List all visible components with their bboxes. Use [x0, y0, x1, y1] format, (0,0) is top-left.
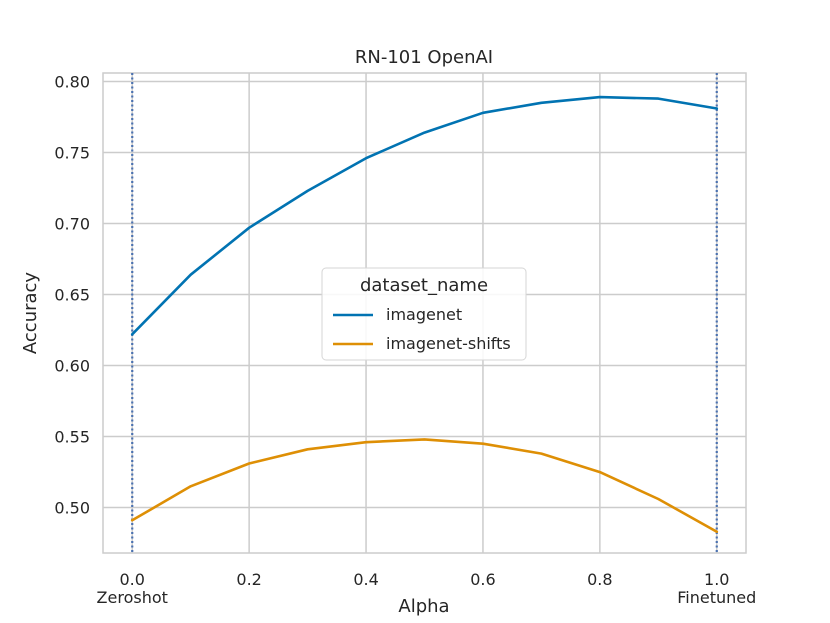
x-tick-labels: 0.0 0.2 0.4 0.6 0.8 1.0: [120, 570, 730, 589]
reference-line-label: Finetuned: [677, 588, 756, 607]
y-axis-title: Accuracy: [20, 272, 41, 355]
y-tick-label: 0.75: [54, 144, 90, 163]
legend-items: imagenet imagenet-shifts: [333, 305, 511, 353]
x-tick-label: 0.6: [470, 570, 495, 589]
legend: dataset_name imagenet imagenet-shifts: [321, 267, 527, 361]
legend-label: imagenet-shifts: [386, 334, 511, 353]
y-tick-label: 0.80: [54, 73, 90, 92]
legend-label: imagenet: [386, 305, 462, 324]
series-lines: [130, 95, 719, 534]
x-tick-label: 0.8: [587, 570, 612, 589]
x-tick-label: 0.4: [353, 570, 378, 589]
chart-title: RN-101 OpenAI: [355, 47, 493, 68]
series-line: [130, 95, 719, 336]
y-tick-label: 0.60: [54, 357, 90, 376]
y-tick-label: 0.70: [54, 215, 90, 234]
legend-title: dataset_name: [360, 275, 488, 296]
x-tick-label: 0.2: [236, 570, 261, 589]
x-axis-title: Alpha: [398, 596, 449, 617]
x-tick-label: 0.0: [120, 570, 145, 589]
series-line: [130, 438, 719, 534]
y-tick-label: 0.65: [54, 286, 90, 305]
legend-box: [321, 267, 527, 361]
y-tick-labels: 0.50 0.55 0.60 0.65 0.70 0.75 0.80: [54, 73, 90, 518]
x-tick-label: 1.0: [704, 570, 729, 589]
y-tick-label: 0.55: [54, 428, 90, 447]
y-tick-label: 0.50: [54, 499, 90, 518]
reference-lines: Zeroshot Finetuned: [97, 73, 756, 607]
reference-line-label: Zeroshot: [97, 588, 168, 607]
plot-frame: [102, 72, 747, 554]
